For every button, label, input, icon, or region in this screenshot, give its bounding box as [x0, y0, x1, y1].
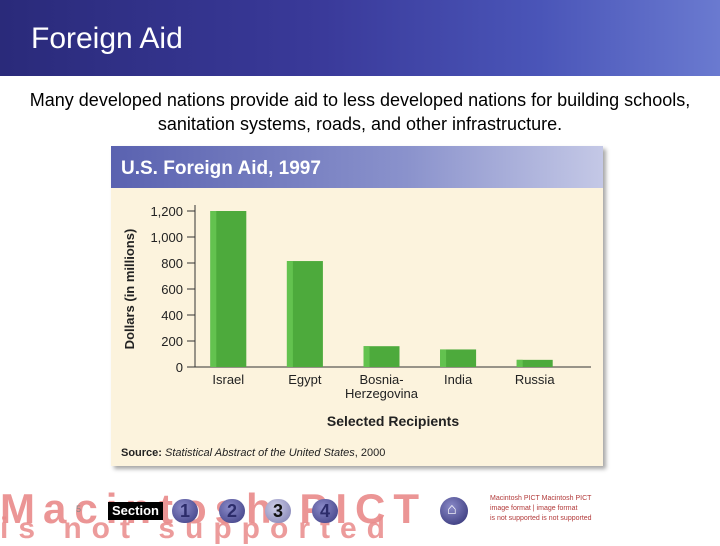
bar-highlight — [363, 346, 370, 367]
bar-india — [440, 349, 477, 367]
bar-highlight — [516, 359, 523, 367]
y-tick-label: 1,200 — [150, 204, 183, 219]
y-tick-label: 1,000 — [150, 230, 183, 245]
x-axis-label: Selected Recipients — [327, 413, 459, 429]
source-label: Source: — [121, 447, 165, 459]
title-bar: Foreign Aid — [0, 0, 720, 76]
x-tick-label: India — [444, 372, 473, 387]
slide-title: Foreign Aid — [31, 22, 183, 55]
bar-highlight — [210, 211, 217, 367]
pict-note-1: Macintosh PICT Macintosh PICT — [490, 495, 592, 502]
section-label: Section — [108, 502, 163, 520]
y-axis-label: Dollars (in millions) — [122, 229, 137, 350]
y-tick-label: 200 — [161, 334, 183, 349]
bar-highlight — [440, 349, 447, 367]
plot-area: Dollars (in millions) 1,200 1,000 800 600 400… — [121, 204, 591, 459]
chart-title: U.S. Foreign Aid, 1997 — [121, 158, 321, 179]
bar-chart: U.S. Foreign Aid, 1997 Dollars (in milli… — [111, 146, 603, 459]
y-tick-label: 600 — [161, 282, 183, 297]
source-title: Statistical Abstract of the United State… — [165, 447, 355, 459]
watermark-text: Macintosh PICT — [0, 485, 428, 532]
y-tick-label: 0 — [176, 360, 183, 375]
bar-bosnia-herzegovina — [363, 346, 400, 367]
x-tick-label: Herzegovina — [345, 386, 419, 401]
pict-note-2: image format | image format — [490, 505, 578, 512]
x-tick-label: Israel — [212, 372, 244, 387]
slide-description: Many developed nations provide aid to le… — [29, 90, 691, 134]
x-tick-label: Russia — [515, 372, 556, 387]
home-icon: ⌂ — [447, 501, 457, 518]
section-1-button[interactable]: 1 — [172, 499, 198, 523]
chart-container: U.S. Foreign Aid, 1997 Dollars (in milli… — [111, 146, 603, 466]
chart-header-band — [111, 146, 603, 188]
x-tick-label: Egypt — [288, 372, 322, 387]
section-3-button[interactable]: 3 — [265, 499, 291, 523]
page-number: 5 — [76, 504, 82, 514]
bar-highlight — [286, 261, 293, 367]
source-note: Source: Statistical Abstract of the Unit… — [121, 447, 385, 459]
section-2-button[interactable]: 2 — [219, 499, 245, 523]
bar-russia — [516, 359, 553, 367]
pict-note-3: is not supported is not supported — [490, 515, 592, 522]
y-tick-label: 400 — [161, 308, 183, 323]
footer-bar: Macintosh PICT is not supported 5 Sectio… — [0, 485, 720, 546]
x-tick-label: Bosnia- — [359, 372, 403, 387]
y-tick-label: 800 — [161, 256, 183, 271]
source-year: , 2000 — [355, 447, 386, 459]
section-4-button[interactable]: 4 — [312, 499, 338, 523]
home-button[interactable]: ⌂ — [440, 497, 468, 525]
